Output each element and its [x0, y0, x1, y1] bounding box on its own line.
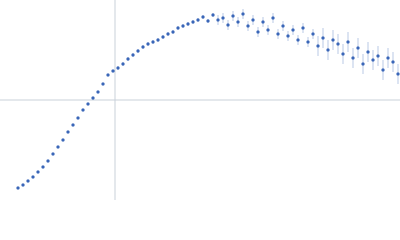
chart: [0, 0, 400, 200]
point: [66, 130, 70, 134]
point: [26, 179, 30, 183]
point: [46, 159, 50, 163]
point: [181, 24, 185, 28]
point: [91, 96, 95, 100]
point: [216, 18, 220, 22]
point: [56, 145, 60, 149]
point: [41, 165, 45, 169]
point: [241, 12, 245, 16]
point: [16, 186, 20, 190]
point: [121, 62, 125, 66]
point: [306, 40, 310, 44]
point: [101, 82, 105, 86]
point: [356, 46, 360, 50]
point: [126, 57, 130, 61]
point: [161, 35, 165, 39]
point: [251, 18, 255, 22]
point: [371, 58, 375, 62]
point: [166, 32, 170, 36]
point: [321, 36, 325, 40]
point: [221, 16, 225, 20]
point: [71, 123, 75, 127]
point: [296, 38, 300, 42]
point: [191, 20, 195, 24]
point: [76, 116, 80, 120]
point: [231, 14, 235, 18]
point: [256, 30, 260, 34]
point: [141, 45, 145, 49]
point: [381, 68, 385, 72]
point: [86, 102, 90, 106]
point: [286, 34, 290, 38]
point: [341, 52, 345, 56]
point: [206, 19, 210, 23]
point: [386, 56, 390, 60]
point: [266, 28, 270, 32]
point: [391, 60, 395, 64]
point: [116, 66, 120, 70]
point: [336, 42, 340, 46]
point: [316, 44, 320, 48]
point: [156, 38, 160, 42]
point: [186, 22, 190, 26]
point: [291, 28, 295, 32]
point: [311, 32, 315, 36]
point: [131, 53, 135, 57]
point: [171, 30, 175, 34]
point: [111, 69, 115, 73]
point: [81, 108, 85, 112]
point: [326, 48, 330, 52]
point: [261, 20, 265, 24]
point: [31, 175, 35, 179]
point: [246, 24, 250, 28]
point: [236, 20, 240, 24]
point: [106, 73, 110, 77]
point: [281, 24, 285, 28]
point: [196, 18, 200, 22]
point: [271, 16, 275, 20]
point: [146, 42, 150, 46]
point: [136, 49, 140, 53]
point: [36, 170, 40, 174]
point: [366, 50, 370, 54]
point: [276, 32, 280, 36]
point: [396, 72, 400, 76]
point: [21, 183, 25, 187]
point: [226, 23, 230, 27]
point: [176, 26, 180, 30]
point: [151, 40, 155, 44]
point: [61, 138, 65, 142]
point: [211, 13, 215, 17]
point: [96, 90, 100, 94]
point: [346, 40, 350, 44]
point: [51, 152, 55, 156]
point: [331, 38, 335, 42]
point: [351, 56, 355, 60]
point: [201, 15, 205, 19]
point: [301, 26, 305, 30]
point: [376, 54, 380, 58]
point: [361, 62, 365, 66]
